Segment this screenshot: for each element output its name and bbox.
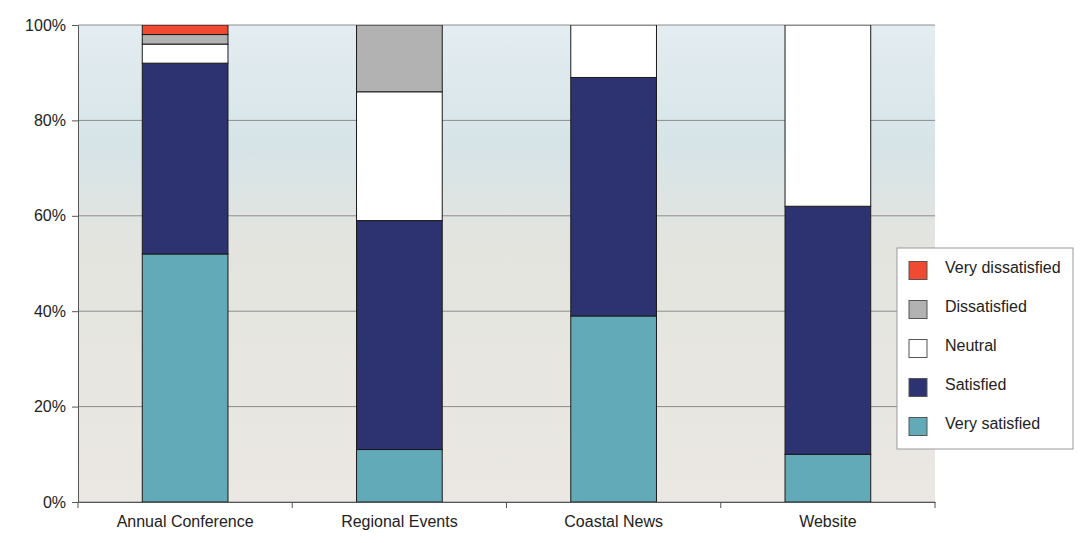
y-tick: 100% — [25, 17, 78, 34]
x-tick-label: Website — [799, 513, 857, 530]
bar-segment — [142, 35, 228, 45]
grid — [78, 25, 935, 502]
legend-swatch — [909, 262, 927, 280]
bar-segment — [571, 25, 657, 26]
bar-segment — [357, 221, 443, 450]
bar-segment — [142, 25, 228, 35]
legend-label: Neutral — [945, 337, 997, 354]
y-tick-mark — [72, 311, 78, 312]
y-tick-label: 100% — [25, 17, 66, 34]
bar-segment — [785, 206, 871, 454]
y-tick-label: 60% — [34, 207, 66, 224]
category-separators — [78, 502, 935, 508]
bar-segment — [785, 25, 871, 26]
x-tick: Regional Events — [341, 513, 458, 530]
y-tick: 0% — [43, 494, 78, 511]
category-separator — [720, 502, 721, 508]
legend-swatch — [909, 340, 927, 358]
y-tick-mark — [72, 502, 78, 503]
x-tick: Coastal News — [564, 513, 663, 530]
bar-segment — [142, 254, 228, 502]
bar-segment — [785, 25, 871, 206]
bar-segment — [357, 450, 443, 502]
bar-segment — [357, 25, 443, 92]
bar-segment — [357, 92, 443, 221]
y-tick-label: 0% — [43, 494, 66, 511]
y-axis-line — [78, 26, 79, 503]
legend-swatch — [909, 418, 927, 436]
bar-segment — [142, 63, 228, 254]
plot-background — [78, 25, 935, 502]
y-tick-mark — [72, 120, 78, 121]
legend-label: Satisfied — [945, 376, 1006, 393]
bar-segment — [142, 44, 228, 63]
legend-swatch — [909, 301, 927, 319]
x-tick: Website — [799, 513, 857, 530]
category-separator — [78, 502, 79, 508]
legend-label: Very dissatisfied — [945, 259, 1061, 276]
bar-segment — [785, 25, 871, 26]
x-axis: Annual Conference Regional Events Coastal … — [79, 503, 936, 531]
y-tick: 40% — [34, 303, 78, 320]
bar-segment — [785, 454, 871, 502]
y-tick-mark — [72, 216, 78, 217]
legend-label: Dissatisfied — [945, 298, 1027, 315]
legend-box — [897, 248, 1073, 449]
y-axis: 0% 20% 40% 60% 80% 100% — [25, 17, 78, 511]
y-tick-mark — [72, 25, 78, 26]
chart: 0% 20% 40% 60% 80% 100% Annual Conference Regio… — [0, 0, 1080, 543]
y-tick-label: 20% — [34, 398, 66, 415]
x-tick-label: Regional Events — [341, 513, 458, 530]
y-tick-label: 40% — [34, 303, 66, 320]
y-tick-mark — [72, 407, 78, 408]
x-tick-label: Coastal News — [564, 513, 663, 530]
x-tick-label: Annual Conference — [117, 513, 254, 530]
legend-swatch — [909, 379, 927, 397]
bar-segment — [571, 77, 657, 316]
y-tick-label: 80% — [34, 112, 66, 129]
y-tick: 60% — [34, 207, 78, 224]
x-tick: Annual Conference — [117, 513, 254, 530]
legend: Very dissatisfied Dissatisfied Neutral Sati… — [897, 248, 1073, 449]
y-tick: 20% — [34, 398, 78, 415]
y-tick: 80% — [34, 112, 78, 129]
bar-segment — [571, 25, 657, 26]
bar-segment — [571, 25, 657, 77]
bar-segment — [571, 316, 657, 502]
category-separator — [292, 502, 293, 508]
bars — [142, 25, 870, 502]
legend-label: Very satisfied — [945, 415, 1040, 432]
category-separator — [935, 502, 936, 508]
category-separator — [506, 502, 507, 508]
bar-segment — [357, 25, 443, 26]
